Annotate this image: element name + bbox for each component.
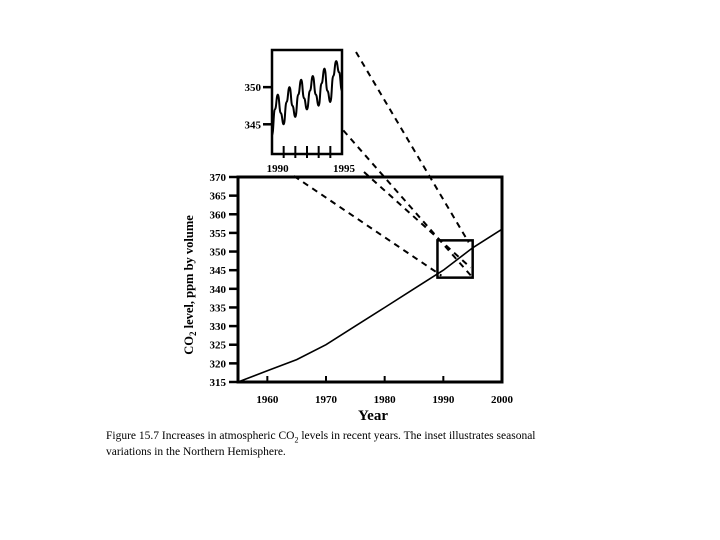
x-tick-label: 1990 — [432, 394, 455, 406]
caption-line-2: variations in the Northern Hemisphere. — [106, 446, 286, 459]
zoom-box — [436, 239, 474, 279]
y-tick-label: 330 — [210, 321, 227, 333]
y-tick-label: 315 — [210, 377, 227, 389]
y-tick-label: 340 — [210, 284, 227, 296]
y-tick-label: 320 — [210, 358, 227, 370]
inset-plot-frame — [270, 48, 344, 156]
y-tick-label: 345 — [210, 265, 227, 277]
y-tick-label: 355 — [210, 228, 227, 240]
inset-y-tick-label: 345 — [245, 119, 262, 131]
y-tick-label: 350 — [210, 247, 227, 259]
x-tick-label: 1960 — [256, 394, 279, 406]
main-x-ticks: 1960 1970 1980 1990 2000 — [256, 376, 514, 406]
co2-trend-line — [237, 228, 503, 383]
inset-y-tick-label: 350 — [245, 82, 262, 94]
x-tick-label: 1970 — [315, 394, 338, 406]
y-tick-label: 360 — [210, 209, 227, 221]
inset-x-tick-label: 1990 — [267, 163, 290, 175]
y-tick-label: 325 — [210, 340, 227, 352]
connector-line — [293, 175, 443, 277]
figure-caption: Figure 15.7 Increases in atmospheric CO2… — [106, 430, 606, 459]
x-tick-label: 1980 — [374, 394, 397, 406]
inset-ticks: 345 350 1990 1995 — [245, 82, 356, 175]
x-axis-title: Year — [358, 408, 388, 424]
y-tick-label: 370 — [210, 172, 227, 184]
connector-line — [363, 171, 472, 269]
inset-x-tick-label: 1995 — [333, 163, 356, 175]
y-tick-label: 335 — [210, 302, 227, 314]
main-y-ticks: 315 320 325 330 335 340 345 350 355 360 365 370 — [210, 172, 238, 389]
seasonal-variation-line — [271, 60, 343, 137]
connector-line — [355, 51, 470, 243]
caption-line-1: Figure 15.7 Increases in atmospheric CO2… — [106, 430, 536, 445]
x-tick-label: 2000 — [491, 394, 514, 406]
y-tick-label: 365 — [210, 191, 227, 203]
y-axis-title: CO2 level, ppm by volume — [182, 215, 198, 355]
main-plot-frame — [236, 175, 504, 384]
